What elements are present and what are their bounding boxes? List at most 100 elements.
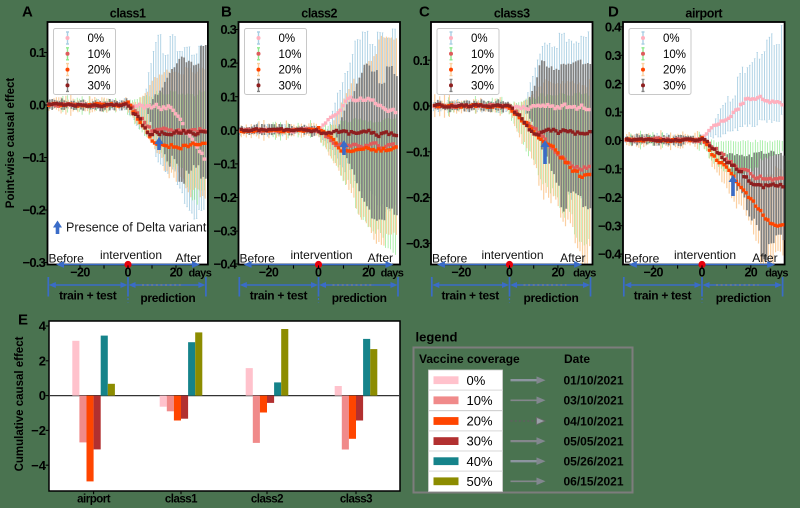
svg-text:−20: −20 (259, 266, 279, 280)
svg-text:10%: 10% (471, 49, 494, 61)
svg-text:−0.4: −0.4 (214, 257, 238, 272)
svg-text:20%: 20% (467, 414, 493, 429)
svg-text:0%: 0% (467, 373, 486, 388)
svg-text:Before: Before (624, 252, 660, 266)
svg-text:Presence of Delta variant: Presence of Delta variant (66, 221, 207, 235)
svg-text:Cumulative causal effect: Cumulative causal effect (14, 336, 26, 471)
svg-text:0: 0 (699, 266, 706, 280)
svg-text:0: 0 (125, 266, 132, 280)
svg-text:03/10/2021: 03/10/2021 (563, 394, 623, 408)
svg-text:0.3: 0.3 (220, 22, 236, 37)
svg-text:−0.3: −0.3 (598, 218, 621, 233)
svg-text:days: days (189, 268, 212, 280)
svg-text:20%: 20% (88, 65, 111, 77)
svg-text:0.0: 0.0 (413, 99, 429, 114)
svg-text:D: D (608, 4, 619, 21)
svg-text:intervention: intervention (290, 248, 352, 262)
svg-text:0%: 0% (88, 33, 105, 45)
svg-text:prediction: prediction (716, 291, 771, 305)
svg-text:−0.3: −0.3 (214, 224, 237, 239)
svg-text:Vaccine coverage: Vaccine coverage (419, 352, 520, 366)
svg-text:0%: 0% (471, 33, 488, 45)
svg-text:10%: 10% (88, 49, 111, 61)
svg-text:0.1: 0.1 (220, 89, 236, 104)
svg-text:0: 0 (315, 266, 322, 280)
svg-text:class1: class1 (165, 494, 198, 506)
svg-text:Before: Before (240, 252, 276, 266)
svg-text:train + test: train + test (634, 289, 692, 303)
svg-text:0%: 0% (279, 33, 296, 45)
svg-text:04/10/2021: 04/10/2021 (563, 414, 623, 428)
svg-text:C: C (419, 4, 430, 21)
svg-text:20: 20 (170, 266, 183, 280)
svg-text:days: days (381, 268, 404, 280)
svg-text:B: B (221, 4, 232, 21)
svg-text:20: 20 (552, 266, 565, 280)
svg-text:10%: 10% (279, 49, 302, 61)
svg-text:0.2: 0.2 (605, 76, 621, 91)
svg-text:05/05/2021: 05/05/2021 (563, 435, 623, 449)
svg-text:0.1: 0.1 (29, 45, 45, 60)
svg-text:20%: 20% (663, 65, 686, 77)
svg-text:4: 4 (39, 319, 47, 334)
svg-text:airport: airport (77, 494, 111, 506)
svg-text:0: 0 (506, 266, 513, 280)
svg-text:20%: 20% (471, 65, 494, 77)
svg-text:After: After (368, 251, 393, 265)
svg-text:0: 0 (39, 388, 46, 403)
svg-text:legend: legend (416, 330, 458, 345)
svg-text:class2: class2 (251, 494, 283, 506)
svg-text:30%: 30% (663, 80, 686, 92)
svg-text:Date: Date (564, 352, 590, 366)
svg-text:intervention: intervention (481, 248, 543, 262)
svg-text:30%: 30% (467, 434, 493, 449)
svg-text:20: 20 (362, 266, 375, 280)
svg-text:−0.3: −0.3 (406, 236, 429, 251)
svg-text:0.4: 0.4 (605, 20, 622, 35)
svg-text:0.0: 0.0 (29, 98, 45, 113)
svg-text:train + test: train + test (59, 289, 117, 303)
svg-text:After: After (752, 251, 777, 265)
svg-text:class3: class3 (340, 494, 372, 506)
svg-text:train + test: train + test (441, 289, 499, 303)
svg-text:30%: 30% (471, 80, 494, 92)
svg-text:0%: 0% (663, 33, 680, 45)
svg-text:−4: −4 (31, 458, 47, 473)
svg-text:class3: class3 (494, 7, 530, 21)
svg-text:Point-wise causal effect: Point-wise causal effect (5, 78, 17, 209)
svg-text:05/26/2021: 05/26/2021 (563, 455, 623, 469)
svg-text:10%: 10% (663, 49, 686, 61)
svg-text:−0.3: −0.3 (23, 255, 46, 270)
svg-text:−20: −20 (70, 266, 90, 280)
svg-text:−20: −20 (451, 266, 471, 280)
svg-text:−0.2: −0.2 (598, 190, 621, 205)
svg-text:airport: airport (685, 7, 723, 21)
svg-text:class2: class2 (301, 7, 337, 21)
svg-text:−0.2: −0.2 (406, 190, 429, 205)
svg-text:class1: class1 (110, 7, 146, 21)
svg-text:−0.1: −0.1 (406, 144, 429, 159)
svg-text:20: 20 (744, 266, 757, 280)
svg-text:After: After (176, 251, 201, 265)
svg-text:0.1: 0.1 (413, 53, 429, 68)
svg-text:−0.2: −0.2 (214, 190, 237, 205)
svg-text:0.0: 0.0 (605, 133, 621, 148)
svg-text:prediction: prediction (332, 291, 387, 305)
svg-text:After: After (560, 251, 585, 265)
svg-text:intervention: intervention (674, 248, 736, 262)
svg-text:days: days (765, 268, 788, 280)
svg-text:−0.1: −0.1 (23, 150, 46, 165)
svg-text:−0.1: −0.1 (214, 157, 237, 172)
svg-text:0.2: 0.2 (220, 56, 236, 71)
svg-text:−0.2: −0.2 (23, 203, 46, 218)
svg-text:intervention: intervention (100, 248, 162, 262)
svg-text:30%: 30% (88, 80, 111, 92)
svg-text:A: A (22, 4, 33, 21)
svg-text:10%: 10% (467, 393, 493, 408)
svg-text:01/10/2021: 01/10/2021 (563, 374, 623, 388)
svg-text:40%: 40% (467, 454, 493, 469)
svg-text:days: days (573, 268, 596, 280)
svg-text:0.0: 0.0 (220, 123, 236, 138)
svg-text:E: E (18, 312, 28, 329)
svg-text:−20: −20 (643, 266, 663, 280)
